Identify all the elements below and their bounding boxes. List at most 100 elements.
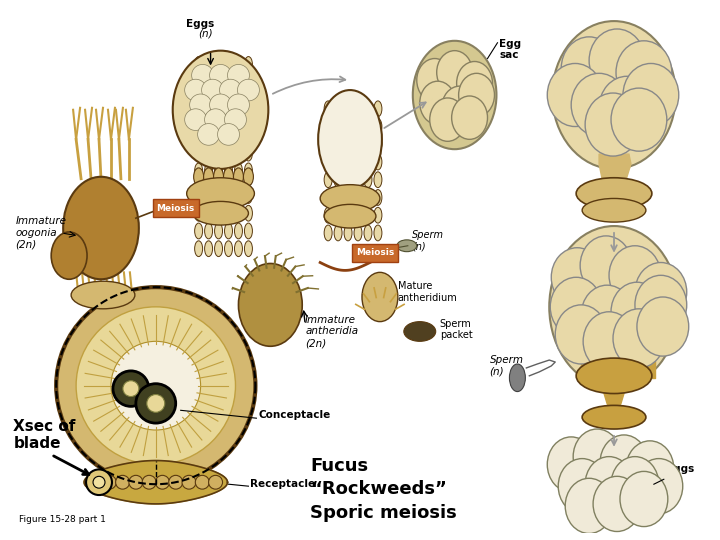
Ellipse shape xyxy=(324,101,332,117)
Ellipse shape xyxy=(635,262,687,322)
Ellipse shape xyxy=(194,163,202,179)
Ellipse shape xyxy=(214,168,223,186)
Ellipse shape xyxy=(235,205,243,221)
Ellipse shape xyxy=(215,223,222,239)
Ellipse shape xyxy=(344,207,352,223)
Ellipse shape xyxy=(194,223,202,239)
Ellipse shape xyxy=(71,281,135,309)
Text: Figure 15-28 part 1: Figure 15-28 part 1 xyxy=(19,515,106,524)
Text: Conceptacle: Conceptacle xyxy=(258,410,330,420)
Ellipse shape xyxy=(324,190,332,205)
Ellipse shape xyxy=(238,264,302,346)
Ellipse shape xyxy=(374,101,382,117)
Ellipse shape xyxy=(374,137,382,152)
Ellipse shape xyxy=(637,297,689,356)
Ellipse shape xyxy=(243,168,253,186)
Ellipse shape xyxy=(558,458,606,514)
Ellipse shape xyxy=(215,75,222,90)
Ellipse shape xyxy=(324,204,376,228)
Ellipse shape xyxy=(430,98,466,141)
Ellipse shape xyxy=(194,241,202,256)
Ellipse shape xyxy=(204,110,212,125)
Ellipse shape xyxy=(225,223,233,239)
Ellipse shape xyxy=(194,75,202,90)
Ellipse shape xyxy=(611,282,663,341)
Ellipse shape xyxy=(186,178,254,210)
Ellipse shape xyxy=(413,41,497,149)
Ellipse shape xyxy=(194,187,202,204)
Circle shape xyxy=(56,287,256,484)
Text: Immature
antheridia
(2n): Immature antheridia (2n) xyxy=(305,315,359,348)
Ellipse shape xyxy=(364,190,372,205)
Circle shape xyxy=(209,475,222,489)
Ellipse shape xyxy=(324,137,332,152)
Ellipse shape xyxy=(215,241,222,256)
Polygon shape xyxy=(599,154,631,188)
Ellipse shape xyxy=(235,223,243,239)
Ellipse shape xyxy=(215,170,222,186)
Ellipse shape xyxy=(441,86,477,130)
Ellipse shape xyxy=(225,170,233,186)
Ellipse shape xyxy=(364,225,372,241)
Ellipse shape xyxy=(194,205,202,221)
Ellipse shape xyxy=(225,110,233,125)
Ellipse shape xyxy=(334,137,342,152)
Ellipse shape xyxy=(235,241,243,256)
Ellipse shape xyxy=(547,437,595,492)
Ellipse shape xyxy=(354,119,362,134)
Ellipse shape xyxy=(184,79,207,101)
Ellipse shape xyxy=(583,312,635,371)
Ellipse shape xyxy=(245,110,253,125)
Ellipse shape xyxy=(334,207,342,223)
Text: (n): (n) xyxy=(198,29,213,39)
Text: Egg
sac: Egg sac xyxy=(500,39,521,60)
Circle shape xyxy=(142,475,156,489)
Ellipse shape xyxy=(204,92,212,108)
Circle shape xyxy=(111,341,201,430)
Ellipse shape xyxy=(354,225,362,241)
Ellipse shape xyxy=(235,170,243,186)
Ellipse shape xyxy=(334,154,342,170)
Ellipse shape xyxy=(585,457,633,512)
Ellipse shape xyxy=(635,275,687,334)
Ellipse shape xyxy=(245,170,253,186)
Text: Eggs: Eggs xyxy=(186,19,215,29)
Ellipse shape xyxy=(555,305,607,364)
Ellipse shape xyxy=(364,137,372,152)
Ellipse shape xyxy=(204,75,212,90)
Ellipse shape xyxy=(571,73,627,137)
Text: Fucus
“Rockweeds”
Sporic meiosis: Fucus “Rockweeds” Sporic meiosis xyxy=(310,457,457,522)
Ellipse shape xyxy=(344,101,352,117)
Ellipse shape xyxy=(235,145,243,161)
Ellipse shape xyxy=(374,190,382,205)
Circle shape xyxy=(129,475,143,489)
Circle shape xyxy=(136,384,176,423)
Text: Immature
oogonia
(2n): Immature oogonia (2n) xyxy=(15,217,66,249)
Text: Meiosis: Meiosis xyxy=(356,248,394,257)
Ellipse shape xyxy=(228,94,249,116)
Ellipse shape xyxy=(210,94,232,116)
Ellipse shape xyxy=(245,241,253,256)
Ellipse shape xyxy=(344,119,352,134)
Ellipse shape xyxy=(173,51,269,169)
Ellipse shape xyxy=(51,232,87,279)
Circle shape xyxy=(156,475,169,489)
Ellipse shape xyxy=(235,110,243,125)
Ellipse shape xyxy=(225,57,233,72)
Ellipse shape xyxy=(374,154,382,170)
Ellipse shape xyxy=(397,240,417,252)
Ellipse shape xyxy=(204,187,212,204)
Ellipse shape xyxy=(374,172,382,187)
Circle shape xyxy=(116,475,130,489)
Ellipse shape xyxy=(235,187,243,204)
Ellipse shape xyxy=(202,79,223,101)
Ellipse shape xyxy=(235,75,243,90)
Ellipse shape xyxy=(585,93,641,156)
Circle shape xyxy=(195,475,210,489)
Ellipse shape xyxy=(364,207,372,223)
Ellipse shape xyxy=(194,127,202,143)
Ellipse shape xyxy=(245,57,253,72)
Ellipse shape xyxy=(235,92,243,108)
Ellipse shape xyxy=(404,322,436,341)
Circle shape xyxy=(89,475,103,489)
